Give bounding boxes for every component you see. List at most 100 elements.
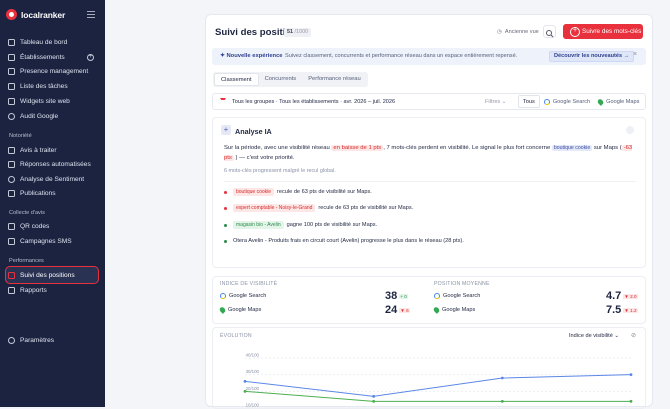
funnel-icon — [220, 98, 226, 104]
sidebar-item-label: Établissements — [20, 54, 65, 61]
sidebar-item-auto-replies[interactable]: Réponses automatisées — [8, 161, 91, 168]
sidebar-item-label: Tableau de bord — [20, 39, 68, 46]
sidebar-item-label: Audit Google — [20, 113, 59, 120]
document-icon — [8, 190, 15, 197]
bullet-text: gagne 100 pts de visibilité sur Maps. — [286, 222, 378, 228]
sidebar-item-avis[interactable]: Avis à traiter — [8, 147, 57, 154]
tabs: Classement Concurrents Performance résea… — [213, 72, 368, 87]
sidebar-item-tasks[interactable]: Liste des tâches — [8, 83, 68, 90]
series-point[interactable] — [629, 373, 633, 377]
google-icon — [543, 98, 550, 105]
sidebar-item-reports[interactable]: Rapports — [8, 287, 47, 294]
map-pin-icon — [218, 306, 227, 314]
keyword-pill[interactable]: boutique cookie — [233, 188, 275, 196]
ai-bullet: expert comptable - Noisy-le-Grand recule … — [224, 204, 413, 212]
sentiment-icon — [8, 176, 15, 183]
metric-select[interactable]: Indice de visibilité ⌄ — [569, 333, 620, 339]
filter-bar: Tous les groupes · Tous les établissemen… — [212, 93, 646, 110]
sidebar-item-presence[interactable]: Presence management — [8, 68, 88, 75]
sidebar-item-dashboard[interactable]: Tableau de bord — [8, 39, 67, 46]
logo-icon — [6, 9, 17, 20]
reply-icon — [8, 161, 15, 168]
metric-delta: + 0 — [399, 293, 408, 299]
series-point[interactable] — [243, 379, 247, 383]
tab-performance-reseau[interactable]: Performance réseau — [308, 76, 361, 82]
sparkle-icon: ✦ — [220, 53, 227, 59]
series-point[interactable] — [500, 376, 504, 380]
sidebar-item-qr[interactable]: QR codes — [8, 223, 49, 230]
banner-new-text: Nouvelle expérience — [226, 53, 283, 59]
source-segmented-control: Tous Google Search Google Maps — [518, 95, 643, 108]
keyword-pill[interactable]: expert comptable - Noisy-le-Grand — [233, 204, 316, 212]
follow-keywords-button[interactable]: Suivre des mots-clés — [563, 24, 643, 39]
metric-value: 38 — [385, 290, 398, 302]
sidebar-item-label: Réponses automatisées — [20, 161, 91, 168]
segment-label: Tous — [523, 98, 535, 105]
visibility-label: INDICE DE VISIBILITÉ — [220, 281, 278, 287]
search-button[interactable] — [543, 25, 556, 38]
sidebar-item-label: Presence management — [20, 68, 89, 75]
evolution-card: ÉVOLUTION Indice de visibilité ⌄ ⊘ 40/10… — [212, 327, 646, 409]
metric-row: Google Maps — [218, 306, 262, 314]
ai-text: Sur la période, avec une visibilité rése… — [224, 145, 330, 151]
metric-value-group: 7.5 ▼ 1.2 — [606, 304, 638, 316]
sidebar-item-audit[interactable]: Audit Google — [8, 113, 58, 120]
new-experience-banner: ✦ Nouvelle expérience Suivez classement,… — [212, 48, 646, 65]
logo-text: localranker — [21, 9, 66, 20]
filter-summary[interactable]: Tous les groupes · Tous les établissemen… — [232, 99, 396, 105]
building-icon — [8, 54, 15, 61]
sidebar-item-label: Paramètres — [20, 337, 55, 344]
series-point[interactable] — [372, 394, 376, 398]
series-point[interactable] — [243, 389, 247, 393]
segment-google-maps[interactable]: Google Maps — [594, 95, 643, 108]
green-dot — [224, 239, 227, 243]
sidebar-item-widgets[interactable]: Widgets site web — [8, 98, 70, 105]
sidebar-item-publications[interactable]: Publications — [8, 190, 56, 197]
segment-google-search[interactable]: Google Search — [540, 95, 594, 108]
tab-classement[interactable]: Classement — [214, 73, 259, 86]
target-icon — [8, 272, 15, 279]
metric-source: Google Maps — [228, 307, 262, 313]
sidebar-item-positions[interactable]: Suivi des positions — [8, 272, 75, 279]
filters-dropdown[interactable]: Filtres ⌄ — [485, 99, 506, 105]
list-icon — [8, 83, 15, 90]
sidebar-item-settings[interactable]: Paramètres — [8, 337, 54, 344]
search-icon — [546, 30, 554, 38]
collapse-icon[interactable] — [626, 126, 634, 134]
sidebar-item-sms[interactable]: Campagnes SMS — [8, 238, 72, 245]
y-tick-label: 40/100 — [246, 353, 260, 358]
series-point[interactable] — [629, 399, 633, 403]
hide-icon[interactable]: ⊘ — [631, 333, 637, 339]
series-line — [244, 390, 631, 402]
series-point[interactable] — [500, 399, 504, 403]
sidebar-item-label: Campagnes SMS — [20, 238, 72, 245]
logo[interactable]: localranker — [6, 9, 65, 20]
bullet-text: recule de 63 pts de visibilité sur Maps. — [318, 205, 414, 211]
discover-button[interactable]: Découvrir les nouveautés → — [549, 51, 635, 62]
y-tick-label: 20/100 — [246, 386, 260, 391]
keyword-pill[interactable]: magasin bio - Avelin — [233, 221, 284, 229]
series-line — [244, 374, 632, 397]
sidebar-item-etablissements[interactable]: Établissements — [8, 54, 65, 61]
ai-sparkle-icon: + — [221, 125, 231, 135]
gear-icon — [8, 337, 15, 344]
metric-row: Google Search — [220, 293, 266, 299]
metric-value-group: 4.7 ▼ 2.0 — [606, 290, 638, 302]
section-title-collecte: Collecte d'avis — [9, 210, 45, 216]
sidebar-item-sentiment[interactable]: Analyse de Sentiment — [8, 176, 84, 183]
inbox-icon — [8, 147, 15, 154]
menu-toggle-icon[interactable] — [87, 11, 95, 18]
sidebar: localranker Tableau de bord Établissemen… — [0, 0, 105, 407]
ai-text: sur Maps ( — [593, 145, 622, 151]
evolution-label: ÉVOLUTION — [220, 333, 252, 339]
old-view-link[interactable]: ◷ Ancienne vue — [497, 29, 539, 35]
close-icon[interactable]: × — [633, 51, 638, 58]
section-title-performances: Performances — [9, 258, 44, 264]
banner-text: Suivez classement, concurrents et perfor… — [285, 53, 518, 59]
segment-all[interactable]: Tous — [518, 95, 540, 108]
series-point[interactable] — [372, 399, 376, 403]
add-etablissement-icon[interactable]: + — [87, 54, 94, 61]
metric-delta: ▼ 2.0 — [623, 293, 638, 299]
tab-concurrents[interactable]: Concurrents — [264, 76, 297, 82]
ai-keyword-tag[interactable]: boutique cookie — [551, 145, 593, 151]
